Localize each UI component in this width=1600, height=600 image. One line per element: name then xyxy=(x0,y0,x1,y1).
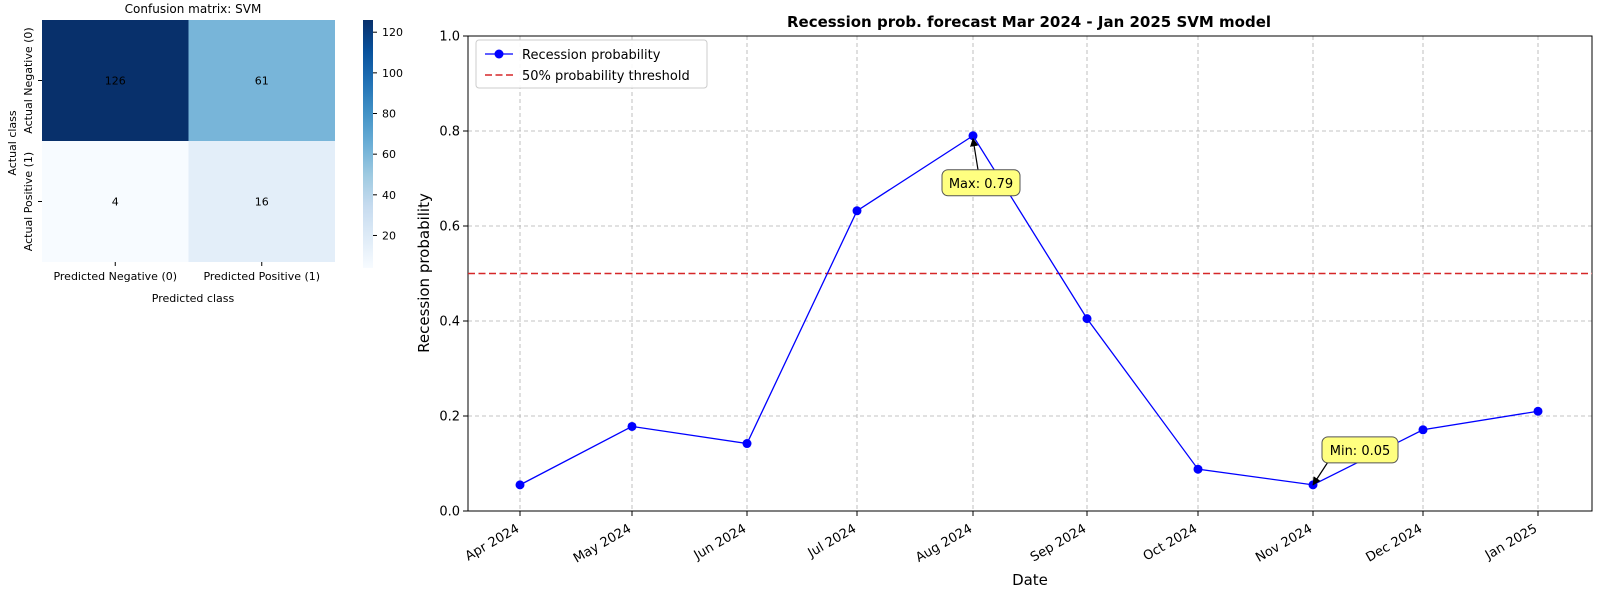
cm-ytick-label: Actual Negative (0) xyxy=(22,27,35,133)
cm-xtick-label: Predicted Positive (1) xyxy=(203,270,320,283)
cm-cell xyxy=(188,20,335,141)
series-point xyxy=(742,439,752,449)
series-point xyxy=(1193,464,1203,474)
cbar-tick-label: 80 xyxy=(382,108,396,121)
x-tick-label: Sep 2024 xyxy=(1028,521,1089,565)
y-tick-label: 0.6 xyxy=(439,220,460,235)
cm-ylabel: Actual class xyxy=(6,110,19,176)
cm-xlabel: Predicted class xyxy=(152,292,235,305)
series-point xyxy=(515,480,525,490)
cm-title: Confusion matrix: SVM xyxy=(125,2,262,16)
x-tick-label: Aug 2024 xyxy=(913,521,975,565)
y-tick-label: 0.2 xyxy=(439,410,460,425)
series-point xyxy=(627,421,637,431)
x-tick-label: Dec 2024 xyxy=(1363,521,1425,565)
line-xlabel: Date xyxy=(1012,571,1048,589)
cbar-tick-label: 20 xyxy=(382,229,396,242)
cbar-tick-label: 120 xyxy=(382,26,403,39)
series-point xyxy=(1418,425,1428,435)
legend-series-label: Recession probability xyxy=(522,48,661,63)
confusion-matrix: Confusion matrix: SVM 126 61 4 16 Predicted… xyxy=(6,2,403,305)
annotation-box xyxy=(1321,436,1399,464)
x-tick-label: Nov 2024 xyxy=(1253,521,1315,565)
annotation-box xyxy=(941,169,1021,197)
cm-cell-value: 4 xyxy=(112,196,119,209)
series-point xyxy=(1533,406,1543,416)
cm-ytick-label: Actual Positive (1) xyxy=(22,152,35,251)
x-tick-label: Jul 2024 xyxy=(805,521,859,561)
legend-threshold-label: 50% probability threshold xyxy=(522,69,690,84)
cm-cell-value: 126 xyxy=(105,75,126,88)
cbar-tick-label: 100 xyxy=(382,67,403,80)
cbar-tick-label: 60 xyxy=(382,148,396,161)
y-tick-label: 0.8 xyxy=(439,125,460,140)
x-tick-label: Oct 2024 xyxy=(1141,521,1200,564)
cm-cell-value: 61 xyxy=(255,75,269,88)
cm-xtick-label: Predicted Negative (0) xyxy=(53,270,177,283)
x-tick-label: Apr 2024 xyxy=(463,521,522,564)
series-line xyxy=(519,134,1539,486)
forecast-chart: Recession prob. forecast Mar 2024 - Jan … xyxy=(415,13,1593,589)
cm-colorbar: 20 40 60 80 100 120 xyxy=(363,20,403,268)
cbar-tick-label: 40 xyxy=(382,189,396,202)
y-tick-label: 0.4 xyxy=(439,315,460,330)
cm-cell xyxy=(42,20,189,141)
cm-cell-value: 16 xyxy=(255,196,269,209)
y-tick-label: 0.0 xyxy=(439,505,460,520)
line-ylabel: Recession probability xyxy=(415,193,433,353)
cm-cell xyxy=(188,141,335,262)
cm-cell xyxy=(42,141,189,262)
series-point xyxy=(1082,314,1092,324)
x-tick-label: May 2024 xyxy=(571,521,634,566)
x-tick-label: Jun 2024 xyxy=(691,521,749,563)
annotation-label: Max: 0.79 xyxy=(949,177,1013,192)
annotation-label: Min: 0.05 xyxy=(1330,444,1391,459)
y-tick-label: 1.0 xyxy=(439,30,460,45)
line-title: Recession prob. forecast Mar 2024 - Jan … xyxy=(787,13,1271,31)
annotation-arrow xyxy=(970,137,979,170)
x-tick-label: Jan 2025 xyxy=(1482,521,1540,563)
legend: Recession probability 50% probability th… xyxy=(475,39,708,89)
series-point xyxy=(852,206,862,216)
